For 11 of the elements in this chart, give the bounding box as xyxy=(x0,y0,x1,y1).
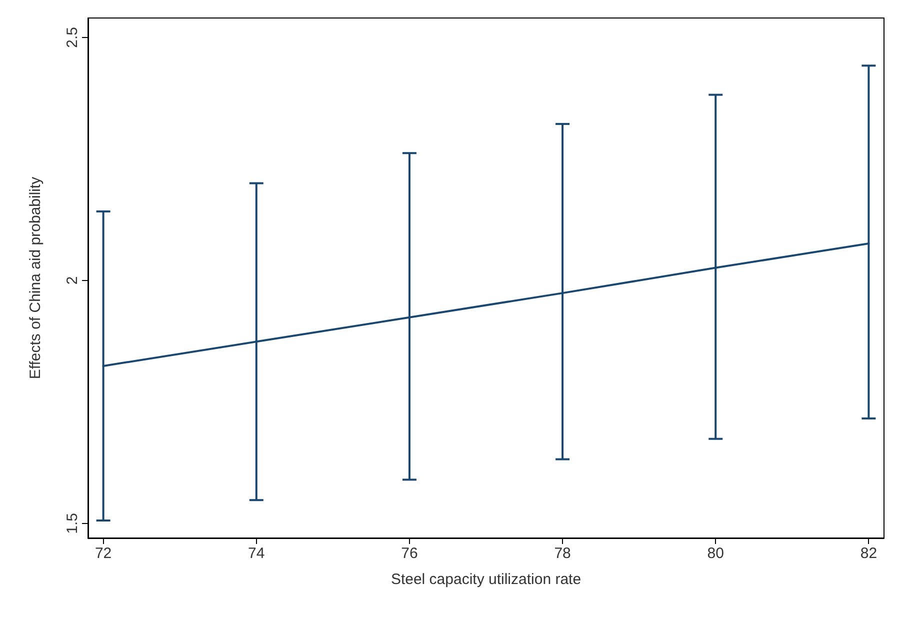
x-tick-label: 82 xyxy=(860,545,878,562)
x-tick-label: 78 xyxy=(554,545,571,562)
x-tick-label: 74 xyxy=(248,545,265,562)
x-axis-title: Steel capacity utilization rate xyxy=(390,571,582,588)
y-axis-title: Effects of China aid probability xyxy=(27,176,44,380)
x-tick-label: 76 xyxy=(401,545,418,562)
y-tick-label: 2.5 xyxy=(64,27,81,48)
y-tick-label: 2 xyxy=(64,276,81,285)
x-tick-label: 80 xyxy=(707,545,724,562)
y-tick-label: 1.5 xyxy=(64,512,81,534)
x-tick-label: 72 xyxy=(94,545,112,562)
